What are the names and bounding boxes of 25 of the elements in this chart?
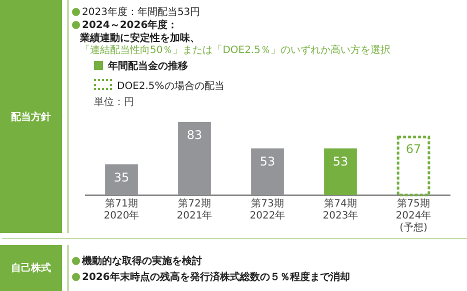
text: 自己株式 — [0, 245, 62, 291]
x-tick-label: 第73期 2022年 — [250, 198, 286, 222]
legend-label: 年間配当金の推移 — [106, 61, 189, 73]
data-label: 53 — [260, 154, 276, 168]
text: 2023年度：年間配当53円 — [81, 7, 200, 19]
bar — [251, 148, 284, 195]
data-label: 83 — [186, 128, 202, 142]
bar — [178, 122, 211, 195]
y-axis-title: 単位：円 — [94, 97, 134, 109]
text: 業績連動に安定性を加味、 — [80, 33, 200, 44]
data-label: 35 — [114, 170, 130, 184]
text: 2026年末時点の残高を発行済株式総数の５％程度まで消却 — [81, 272, 350, 284]
bar — [396, 136, 430, 196]
bar — [105, 164, 138, 195]
text: 機動的な取得の実施を検討 — [80, 256, 202, 268]
legend-label: DOE2.5%の場合の配当 — [116, 80, 224, 93]
text: 「連結配当性向50％」または「DOE2.5％」のいずれか高い方を選択 — [80, 45, 391, 57]
data-label: 53 — [332, 154, 348, 168]
x-tick-label: 第75期 2024年 (予想) — [396, 198, 432, 234]
x-tick-label: 第72期 2021年 — [176, 198, 212, 222]
text: 2024～2026年度： — [81, 20, 178, 32]
x-tick-label: 第74期 2023年 — [322, 198, 358, 222]
data-label: 67 — [406, 142, 422, 156]
text: 配当方針 — [0, 0, 62, 233]
x-tick-label: 第71期 2020年 — [104, 198, 140, 222]
